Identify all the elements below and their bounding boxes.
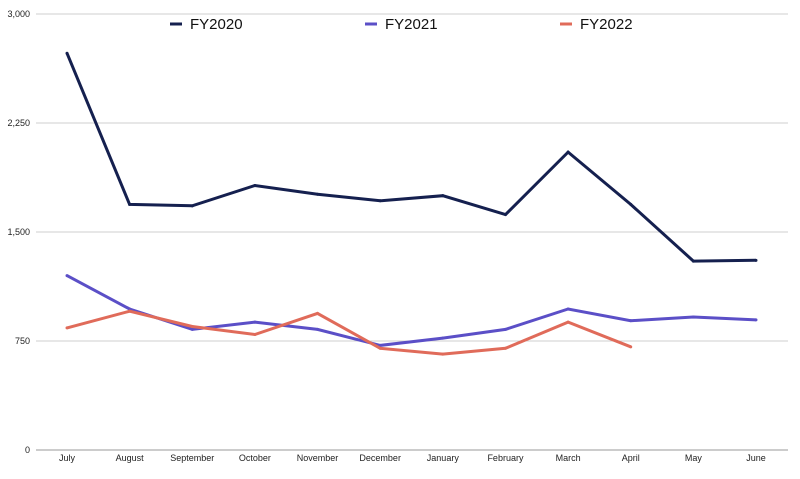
data-point [629, 345, 633, 349]
series-line-fy2022 [66, 309, 632, 356]
grid [36, 13, 788, 451]
data-point [566, 320, 570, 324]
data-point [65, 274, 69, 278]
legend-label: FY2022 [580, 16, 633, 33]
data-point [629, 202, 633, 206]
data-point [316, 311, 320, 315]
data-point [441, 336, 445, 340]
x-tick-label: October [239, 453, 271, 463]
y-tick-label: 3,000 [7, 9, 30, 19]
x-tick-label: March [556, 453, 581, 463]
data-point [378, 346, 382, 350]
x-tick-label: February [487, 453, 524, 463]
data-point [566, 307, 570, 311]
data-point [441, 194, 445, 198]
data-point [503, 327, 507, 331]
data-point [629, 319, 633, 323]
y-axis: 0 750 1,500 2,250 3,000 [7, 9, 30, 455]
legend-label: FY2021 [385, 16, 438, 33]
y-tick-label: 750 [15, 336, 30, 346]
series-lines [65, 51, 758, 356]
x-tick-label: September [170, 453, 214, 463]
data-point [128, 307, 132, 311]
y-tick-label: 0 [25, 445, 30, 455]
data-point [378, 343, 382, 347]
x-tick-label: January [427, 453, 460, 463]
x-tick-label: May [685, 453, 703, 463]
data-point [253, 183, 257, 187]
series-line-fy2020 [65, 52, 757, 263]
data-point [253, 332, 257, 336]
x-tick-label: April [622, 453, 640, 463]
data-point [128, 202, 132, 206]
data-point [691, 315, 695, 319]
legend-label: FY2020 [190, 16, 243, 33]
data-point [754, 318, 758, 322]
data-point [691, 259, 695, 263]
data-point [503, 346, 507, 350]
legend-item-fy2020: FY2020 [170, 16, 243, 33]
data-point [65, 51, 69, 55]
legend-item-fy2022: FY2022 [560, 16, 633, 33]
data-point [316, 192, 320, 196]
data-point [754, 258, 758, 262]
x-tick-label: July [59, 453, 76, 463]
data-point [441, 352, 445, 356]
data-point [253, 320, 257, 324]
x-tick-label: August [116, 453, 145, 463]
y-tick-label: 2,250 [7, 118, 30, 128]
x-tick-label: November [297, 453, 339, 463]
data-point [503, 213, 507, 217]
x-tick-label: December [359, 453, 401, 463]
legend: FY2020 FY2021 FY2022 [170, 16, 633, 33]
data-point [316, 327, 320, 331]
data-point [378, 199, 382, 203]
x-axis: July August September October November Decemb… [59, 453, 766, 463]
series-line-fy2021 [66, 274, 757, 347]
data-point [190, 324, 194, 328]
data-point [190, 327, 194, 331]
x-tick-label: June [746, 453, 766, 463]
data-point [128, 309, 132, 313]
data-point [190, 204, 194, 208]
legend-item-fy2021: FY2021 [365, 16, 438, 33]
y-tick-label: 1,500 [7, 227, 30, 237]
data-point [65, 326, 69, 330]
data-point [566, 150, 570, 154]
